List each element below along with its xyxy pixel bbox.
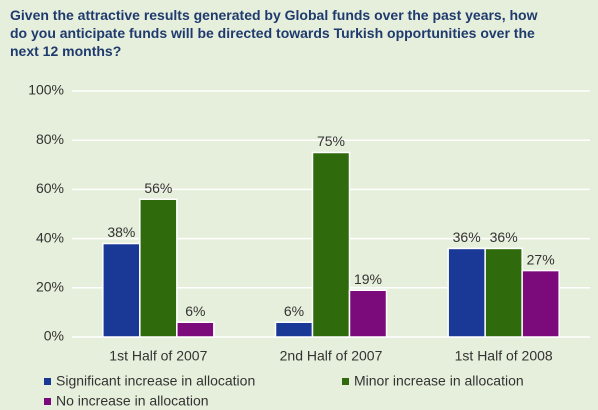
y-tick-label: 40% — [36, 229, 64, 245]
value-label: 19% — [354, 271, 382, 287]
value-label: 36% — [453, 229, 481, 245]
legend-label: Significant increase in allocation — [56, 373, 255, 389]
value-label: 27% — [527, 251, 555, 267]
legend-swatch — [44, 398, 51, 405]
legend-swatch — [342, 378, 349, 385]
bar — [521, 269, 560, 338]
y-tick-label: 100% — [28, 82, 64, 98]
value-label: 6% — [284, 303, 304, 319]
bar — [348, 289, 388, 338]
y-tick-label: 60% — [36, 180, 64, 196]
bar — [484, 247, 523, 338]
value-label: 56% — [144, 180, 172, 196]
value-label: 75% — [317, 133, 345, 149]
value-label: 36% — [490, 229, 518, 245]
chart-title: Given the attractive results generated b… — [10, 7, 538, 59]
bar — [447, 247, 486, 338]
bar — [102, 242, 141, 338]
x-tick-label: 1st Half of 2008 — [455, 348, 553, 364]
bar — [311, 151, 351, 338]
bar — [139, 198, 178, 338]
legend-swatch — [44, 378, 51, 385]
legend-label: No increase in allocation — [56, 393, 209, 409]
y-tick-label: 0% — [44, 328, 64, 344]
x-tick-label: 2nd Half of 2007 — [280, 348, 383, 364]
value-label: 38% — [107, 224, 135, 240]
legend-label: Minor increase in allocation — [354, 373, 524, 389]
y-tick-label: 80% — [36, 131, 64, 147]
bar — [176, 321, 215, 338]
value-label: 6% — [185, 303, 205, 319]
y-tick-label: 20% — [36, 279, 64, 295]
bar — [274, 321, 314, 338]
x-tick-label: 1st Half of 2007 — [109, 348, 207, 364]
